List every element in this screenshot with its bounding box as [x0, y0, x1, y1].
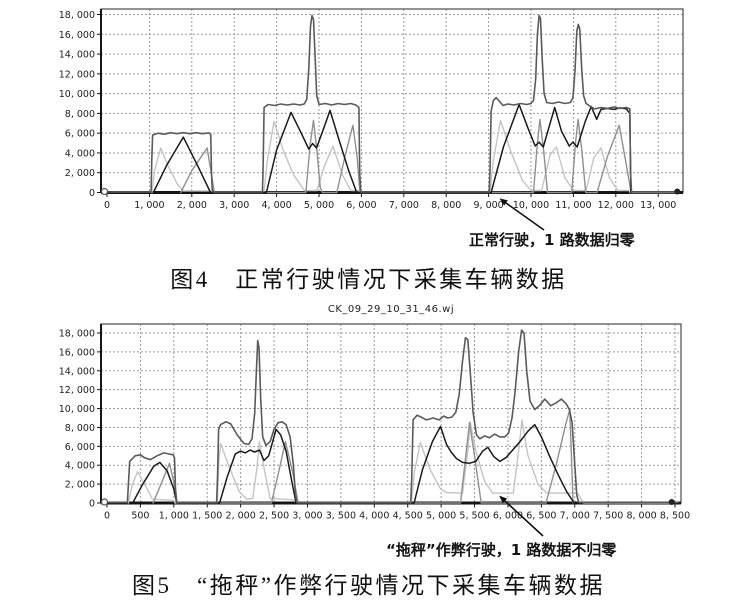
x-tick-labels: 0 500 1, 000 1, 500 2, 000 2, 500 3, 000 3, 500… [104, 511, 690, 522]
svg-text:3, 000: 3, 000 [292, 511, 322, 522]
svg-text:0: 0 [89, 499, 95, 510]
svg-text:2, 000: 2, 000 [177, 200, 207, 211]
svg-text:13, 000: 13, 000 [640, 200, 676, 211]
svg-text:8, 000: 8, 000 [65, 423, 95, 434]
svg-text:6, 000: 6, 000 [346, 200, 376, 211]
svg-text:18, 000: 18, 000 [59, 329, 95, 340]
annotation-arrow-head [499, 495, 508, 504]
svg-text:6, 000: 6, 000 [493, 511, 523, 522]
svg-text:500: 500 [131, 511, 149, 522]
series-axle-channel-1 [151, 119, 678, 194]
series-gross-weight [106, 329, 680, 504]
svg-text:8, 000: 8, 000 [626, 511, 656, 522]
svg-text:8, 500: 8, 500 [660, 511, 690, 522]
svg-text:10, 000: 10, 000 [513, 200, 549, 211]
svg-text:6, 000: 6, 000 [65, 129, 95, 140]
svg-text:2, 500: 2, 500 [259, 511, 289, 522]
series-axle-channel-3 [131, 423, 575, 504]
y-tick-labels: 0 2, 000 4, 000 6, 000 8, 000 10, 000 12, 000 1… [59, 329, 95, 510]
svg-text:14, 000: 14, 000 [59, 50, 95, 61]
figure4-annotation: 正常行驶，1 路数据归零 [469, 231, 635, 249]
svg-text:16, 000: 16, 000 [59, 347, 95, 358]
svg-text:6, 500: 6, 500 [526, 511, 556, 522]
figure5-chart: 0 500 1, 000 1, 500 2, 000 2, 500 3, 000 3, 500… [59, 323, 690, 537]
svg-text:0: 0 [89, 188, 95, 199]
svg-text:2, 000: 2, 000 [226, 511, 256, 522]
figure5-annotation: “拖秤”作弊行驶，1 路数据不归零 [386, 541, 617, 559]
svg-text:5, 000: 5, 000 [426, 511, 456, 522]
svg-text:7, 500: 7, 500 [593, 511, 623, 522]
svg-text:7, 000: 7, 000 [389, 200, 419, 211]
figure5-chart-title: CK_09_29_10_31_46.wj [327, 304, 455, 315]
gridlines [101, 9, 683, 193]
origin-marker [100, 498, 109, 506]
svg-text:4, 500: 4, 500 [393, 511, 423, 522]
svg-text:4, 000: 4, 000 [65, 148, 95, 159]
svg-text:2, 000: 2, 000 [65, 480, 95, 491]
svg-text:7, 000: 7, 000 [560, 511, 590, 522]
svg-text:5, 500: 5, 500 [459, 511, 489, 522]
svg-text:8, 000: 8, 000 [65, 109, 95, 120]
gridlines [101, 324, 681, 503]
svg-text:1, 000: 1, 000 [134, 200, 164, 211]
plot-border [100, 323, 682, 504]
figure4-chart: 0 1, 000 2, 000 3, 000 4, 000 5, 000 6, 000 7, … [59, 8, 684, 231]
svg-text:6, 000: 6, 000 [65, 442, 95, 453]
annotation-arrow-head [499, 198, 508, 206]
svg-text:12, 000: 12, 000 [59, 385, 95, 396]
svg-text:2, 000: 2, 000 [65, 168, 95, 179]
svg-text:1, 000: 1, 000 [159, 511, 189, 522]
y-tick-labels: 0 2, 000 4, 000 6, 000 8, 000 10, 000 12, 000 1… [59, 10, 95, 199]
svg-text:8, 000: 8, 000 [431, 200, 461, 211]
svg-text:0: 0 [104, 200, 110, 211]
series-axle-channel-2 [180, 118, 632, 194]
svg-text:4, 000: 4, 000 [65, 461, 95, 472]
svg-text:10, 000: 10, 000 [59, 404, 95, 415]
end-marker [668, 499, 675, 505]
svg-text:12, 000: 12, 000 [59, 69, 95, 80]
end-marker [674, 188, 681, 195]
series-axle-channel-1 [127, 419, 673, 504]
figure4-caption: 图4 正常行驶情况下采集车辆数据 [170, 267, 567, 292]
svg-text:16, 000: 16, 000 [59, 30, 95, 41]
svg-text:1, 500: 1, 500 [192, 511, 222, 522]
series-gross-weight [106, 14, 679, 193]
svg-text:10, 000: 10, 000 [59, 89, 95, 100]
svg-text:14, 000: 14, 000 [59, 366, 95, 377]
series-axle-channel-3 [152, 103, 632, 194]
svg-text:12, 000: 12, 000 [598, 200, 634, 211]
svg-text:9, 000: 9, 000 [473, 200, 503, 211]
figure5-caption: 图5 “拖秤”作弊行驶情况下采集车辆数据 [132, 573, 605, 598]
svg-text:3, 000: 3, 000 [219, 200, 249, 211]
origin-marker [100, 187, 109, 196]
svg-text:4, 000: 4, 000 [359, 511, 389, 522]
svg-text:5, 000: 5, 000 [304, 200, 334, 211]
x-tick-labels: 0 1, 000 2, 000 3, 000 4, 000 5, 000 6, 000 7, … [104, 200, 676, 211]
annotation-arrow-line [504, 500, 544, 537]
svg-text:4, 000: 4, 000 [261, 200, 291, 211]
svg-text:18, 000: 18, 000 [59, 10, 95, 21]
annotation-arrow-line [505, 202, 545, 231]
plot-border [100, 8, 684, 194]
svg-text:0: 0 [104, 511, 110, 522]
svg-text:3, 500: 3, 500 [326, 511, 356, 522]
svg-text:11, 000: 11, 000 [555, 200, 591, 211]
